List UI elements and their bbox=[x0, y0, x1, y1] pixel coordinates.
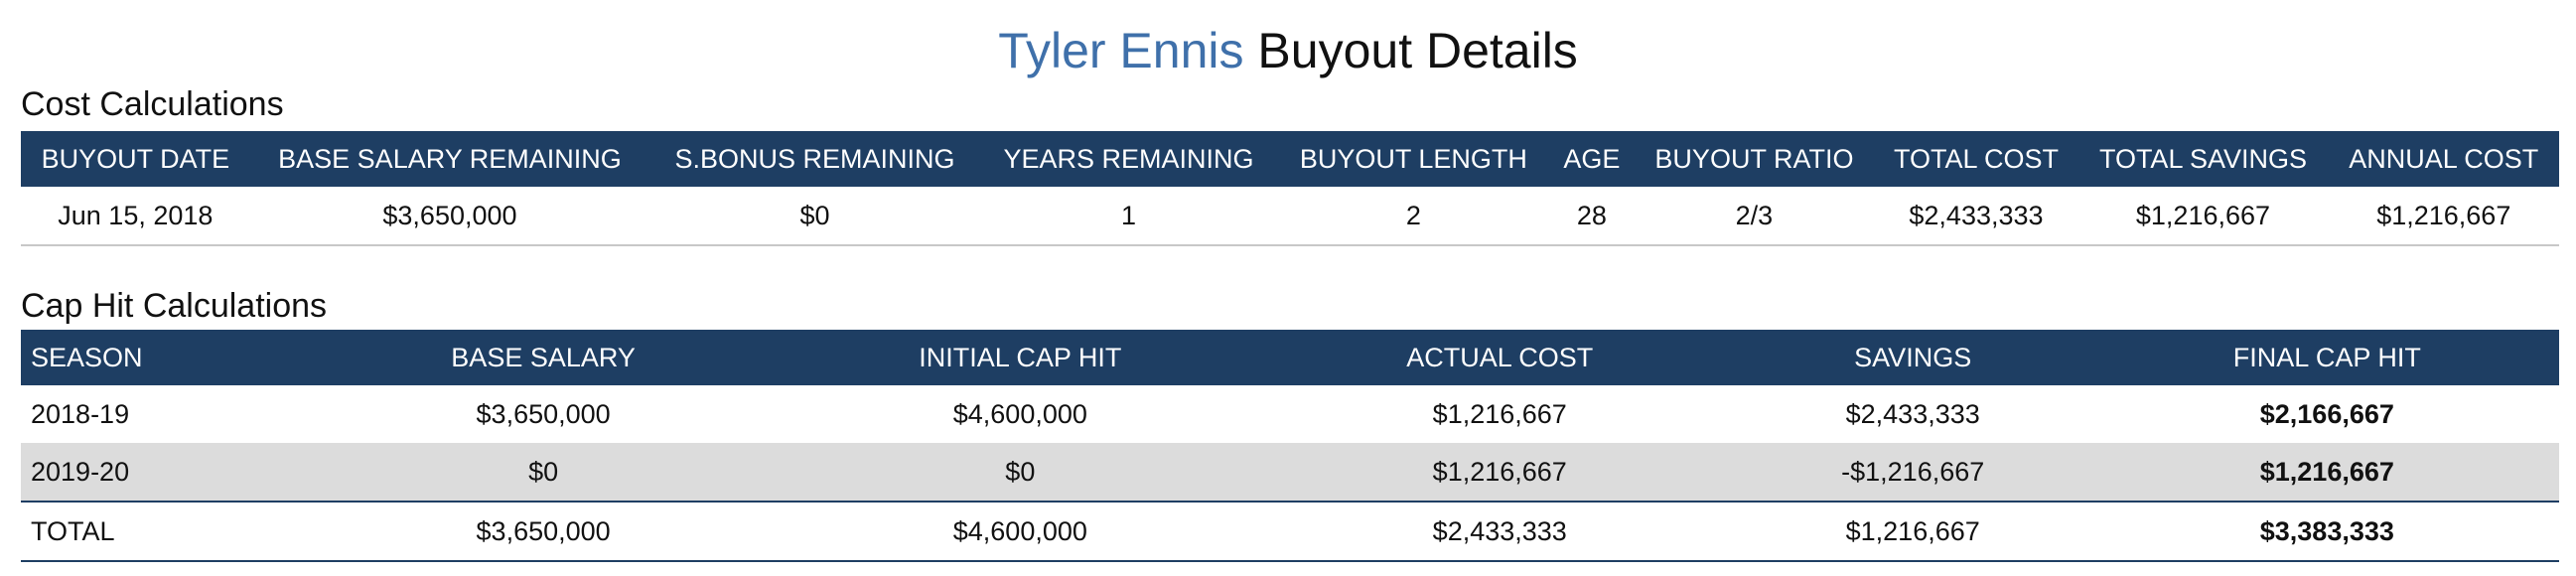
column-header: AGE bbox=[1549, 131, 1635, 187]
table-cell: 2018-19 bbox=[31, 398, 130, 429]
column-header: ANNUAL COST bbox=[2328, 131, 2559, 187]
table-header: BUYOUT DATE BASE SALARY REMAINING S.BONUS … bbox=[21, 131, 2559, 187]
cap-table: SEASON BASE SALARY INITIAL CAP HIT ACTUAL C… bbox=[21, 330, 2559, 562]
table-cell: $4,600,000 bbox=[952, 515, 1087, 546]
column-header: FINAL CAP HIT bbox=[2094, 330, 2559, 385]
table-cell: $3,650,000 bbox=[476, 398, 611, 429]
column-header: S.BONUS REMAINING bbox=[649, 131, 980, 187]
column-header: ACTUAL COST bbox=[1268, 330, 1731, 385]
table-cell: 28 bbox=[1576, 200, 1607, 230]
table-cell: $2,433,333 bbox=[1909, 200, 2044, 230]
table-cell: 2/3 bbox=[1735, 200, 1774, 230]
table-header: SEASON BASE SALARY INITIAL CAP HIT ACTUAL C… bbox=[21, 330, 2559, 385]
column-header: INITIAL CAP HIT bbox=[771, 330, 1269, 385]
column-header: BUYOUT DATE bbox=[21, 131, 250, 187]
table-row: 2019-20 $0 $0 $1,216,667 -$1,216,667 $1,216,6… bbox=[21, 443, 2559, 502]
title-text: Buyout Details bbox=[1257, 23, 1578, 78]
page-title: Tyler Ennis Buyout Details bbox=[0, 22, 2576, 79]
table-cell: 2 bbox=[1405, 200, 1421, 230]
table-cell: $1,216,667 bbox=[2135, 200, 2271, 230]
table-row: Jun 15, 2018 $3,650,000 $0 1 2 28 2/3 $2,433,33… bbox=[21, 187, 2559, 245]
section-label: Cap Hit Calculations bbox=[21, 287, 328, 325]
table-cell: $1,216,667 bbox=[2376, 200, 2511, 230]
column-header: YEARS REMAINING bbox=[979, 131, 1278, 187]
column-header: TOTAL COST bbox=[1874, 131, 2078, 187]
table-row: TOTAL $3,650,000 $4,600,000 $2,433,333 $1,21… bbox=[21, 502, 2559, 561]
section-label: Cost Calculations bbox=[21, 85, 284, 123]
player-name: Tyler Ennis bbox=[998, 23, 1244, 78]
table-cell: $1,216,667 bbox=[1845, 515, 1980, 546]
column-header: BASE SALARY REMAINING bbox=[249, 131, 650, 187]
header-row: SEASON BASE SALARY INITIAL CAP HIT ACTUAL C… bbox=[21, 330, 2559, 385]
column-header: BUYOUT LENGTH bbox=[1277, 131, 1550, 187]
table-cell: $3,650,000 bbox=[476, 515, 611, 546]
column-header: BUYOUT RATIO bbox=[1634, 131, 1875, 187]
table-cell: $0 bbox=[799, 200, 830, 230]
table-cell: $2,166,667 bbox=[2259, 398, 2394, 429]
column-header: BASE SALARY bbox=[315, 330, 772, 385]
column-header: TOTAL SAVINGS bbox=[2077, 131, 2329, 187]
table-row: 2018-19 $3,650,000 $4,600,000 $1,216,667 $2,… bbox=[21, 385, 2559, 443]
table-cell: -$1,216,667 bbox=[1841, 456, 1985, 487]
table-body: 2018-19 $3,650,000 $4,600,000 $1,216,667 $2,… bbox=[21, 385, 2559, 561]
cost-table: BUYOUT DATE BASE SALARY REMAINING S.BONUS … bbox=[21, 131, 2559, 246]
column-header: SEASON bbox=[21, 330, 316, 385]
table-cell: $2,433,333 bbox=[1432, 515, 1567, 546]
table-cell: $0 bbox=[528, 456, 559, 487]
table-cell: $1,216,667 bbox=[1432, 398, 1567, 429]
table-body: Jun 15, 2018 $3,650,000 $0 1 2 28 2/3 $2,433,33… bbox=[21, 187, 2559, 245]
column-header: SAVINGS bbox=[1730, 330, 2095, 385]
table-cell: TOTAL bbox=[31, 515, 115, 546]
table-cell: $1,216,667 bbox=[2259, 456, 2394, 487]
table-cell: 2019-20 bbox=[31, 456, 130, 487]
table-cell: $1,216,667 bbox=[1432, 456, 1567, 487]
table-cell: $3,650,000 bbox=[382, 200, 517, 230]
table-cell: $4,600,000 bbox=[952, 398, 1087, 429]
table-cell: 1 bbox=[1121, 200, 1137, 230]
table-cell: $0 bbox=[1005, 456, 1036, 487]
table-cell: $2,433,333 bbox=[1845, 398, 1980, 429]
header-row: BUYOUT DATE BASE SALARY REMAINING S.BONUS … bbox=[21, 131, 2559, 187]
table-cell: $3,383,333 bbox=[2259, 515, 2394, 546]
table-cell: Jun 15, 2018 bbox=[58, 200, 214, 230]
